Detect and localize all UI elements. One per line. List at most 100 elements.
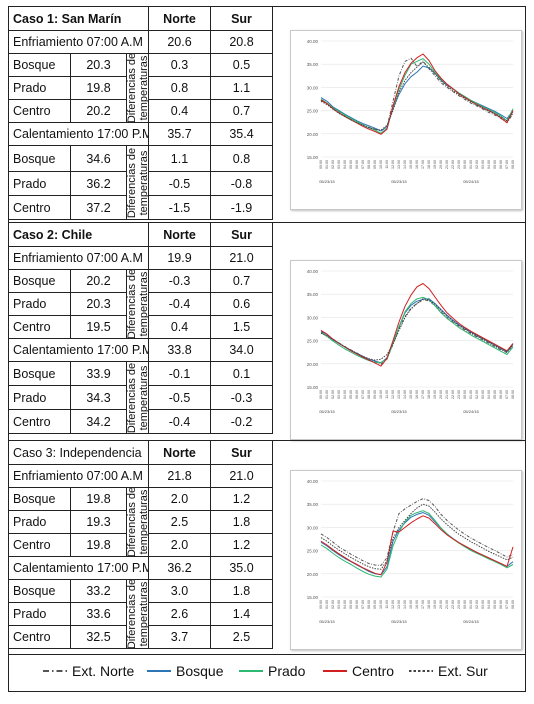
legend-swatch — [239, 670, 263, 672]
cooling-label: Enfriamiento 07:00 A.M — [8, 30, 149, 54]
legend-label: Centro — [352, 663, 395, 679]
x-tick-label: 08:00 — [511, 160, 515, 169]
x-tick-label: 05:00 — [493, 600, 497, 609]
difference-norte: 3.7 — [148, 625, 211, 649]
x-tick-label: 02:00 — [475, 600, 479, 609]
x-tick-label: 21:00 — [445, 160, 449, 169]
site-name: Bosque — [8, 53, 71, 77]
heating-sur-value: 35.4 — [210, 122, 273, 146]
x-tick-label: 12:00 — [391, 160, 395, 169]
x-tick-label: 22:00 — [451, 160, 455, 169]
x-tick-label: 12:00 — [391, 600, 395, 609]
series-line-ext-sur — [320, 298, 514, 361]
y-tick-label: 35.00 — [307, 502, 319, 507]
heating-sur-value: 35.0 — [210, 556, 273, 580]
column-header-sur: Sur — [210, 440, 273, 465]
x-tick-label: 02:00 — [475, 160, 479, 169]
y-tick-label: 25.00 — [307, 339, 319, 344]
series-line-centro — [320, 53, 514, 135]
x-tick-label: 18:00 — [427, 390, 431, 399]
x-tick-label: 13:00 — [397, 160, 401, 169]
site-temperature: 32.5 — [70, 625, 127, 649]
case-2-chart: 40.00 35.00 30.00 25.00 20.00 15.00 00:00 01:00… — [290, 260, 522, 440]
case-title: Caso 3: Independencia — [8, 440, 149, 465]
x-tick-label: 16:00 — [415, 600, 419, 609]
x-tick-label: 04:00 — [487, 390, 491, 399]
site-name: Centro — [8, 315, 71, 339]
difference-norte: 2.0 — [148, 533, 211, 557]
y-tick-label: 20.00 — [307, 132, 319, 137]
x-tick-label: 14:00 — [403, 160, 407, 169]
difference-sur: -0.2 — [210, 409, 274, 434]
x-tick-label: 07:00 — [361, 600, 365, 609]
x-tick-label: 09:00 — [373, 390, 377, 399]
legend-label: Ext. Sur — [438, 663, 488, 679]
y-tick-label: 20.00 — [307, 362, 319, 367]
difference-sur: 2.5 — [210, 625, 273, 649]
x-tick-label: 15:00 — [409, 600, 413, 609]
case-3-table: Caso 3: Independencia Norte Sur Enfriami… — [8, 440, 273, 649]
site-name: Centro — [8, 533, 71, 557]
x-tick-label: 04:00 — [343, 600, 347, 609]
x-tick-label: 15:00 — [409, 160, 413, 169]
series-line-ext-norte — [320, 498, 514, 566]
differences-label: Diferencias de temperaturas — [126, 145, 149, 220]
x-tick-label: 16:00 — [415, 390, 419, 399]
x-tick-label: 20:00 — [439, 160, 443, 169]
x-tick-label: 00:00 — [463, 600, 467, 609]
case-title: Caso 1: San Marín — [8, 6, 149, 31]
cooling-label: Enfriamiento 07:00 A.M — [7, 246, 150, 270]
x-date-label: 05/23/15 — [319, 619, 335, 624]
x-tick-label: 10:00 — [379, 390, 383, 399]
y-tick-label: 30.00 — [307, 85, 319, 90]
x-tick-label: 06:00 — [355, 160, 359, 169]
x-tick-label: 05:00 — [349, 390, 353, 399]
x-tick-label: 14:00 — [403, 600, 407, 609]
site-temperature: 34.6 — [70, 145, 127, 172]
legend-swatch — [409, 670, 433, 672]
site-temperature: 19.8 — [70, 487, 127, 511]
site-name: Bosque — [8, 145, 71, 172]
cooling-norte-value: 20.6 — [148, 30, 211, 54]
y-tick-label: 40.00 — [307, 269, 319, 274]
x-tick-label: 08:00 — [367, 160, 371, 169]
x-tick-label: 21:00 — [445, 390, 449, 399]
y-tick-label: 15.00 — [307, 155, 319, 160]
column-header-norte: Norte — [148, 440, 211, 465]
difference-norte: 0.4 — [148, 315, 212, 339]
site-name: Prado — [8, 76, 71, 100]
difference-sur: 0.7 — [210, 269, 274, 293]
heating-norte-value: 35.7 — [148, 122, 211, 146]
y-tick-label: 25.00 — [307, 549, 319, 554]
difference-norte: -0.5 — [148, 385, 212, 410]
site-name: Prado — [8, 385, 71, 410]
x-tick-label: 06:00 — [499, 600, 503, 609]
x-tick-label: 05:00 — [349, 160, 353, 169]
series-line-ext-sur — [320, 61, 514, 131]
site-temperature: 19.3 — [70, 510, 127, 534]
x-tick-label: 05:00 — [493, 160, 497, 169]
site-temperature: 20.3 — [70, 53, 127, 77]
x-tick-label: 19:00 — [433, 160, 437, 169]
heating-sur-value: 34.0 — [210, 338, 274, 362]
legend-item-centro: Centro — [322, 663, 394, 679]
site-temperature: 36.2 — [70, 171, 127, 196]
legend-item-ext-sur: Ext. Sur — [408, 663, 488, 679]
series-line-bosque — [320, 65, 514, 132]
x-tick-label: 01:00 — [469, 160, 473, 169]
x-tick-label: 21:00 — [445, 600, 449, 609]
difference-norte: 1.1 — [148, 145, 211, 172]
site-name: Bosque — [8, 579, 71, 603]
difference-sur: 1.2 — [210, 487, 273, 511]
column-header-sur: Sur — [210, 6, 273, 31]
x-date-label: 05/24/15 — [463, 409, 479, 414]
x-tick-label: 11:00 — [385, 390, 389, 399]
x-date-label: 05/23/15 — [391, 179, 407, 184]
x-tick-label: 11:00 — [385, 160, 389, 169]
x-tick-label: 03:00 — [337, 600, 341, 609]
x-tick-label: 04:00 — [343, 160, 347, 169]
x-tick-label: 16:00 — [415, 160, 419, 169]
legend-swatch — [43, 670, 67, 672]
x-tick-label: 23:00 — [457, 160, 461, 169]
x-tick-label: 02:00 — [331, 390, 335, 399]
